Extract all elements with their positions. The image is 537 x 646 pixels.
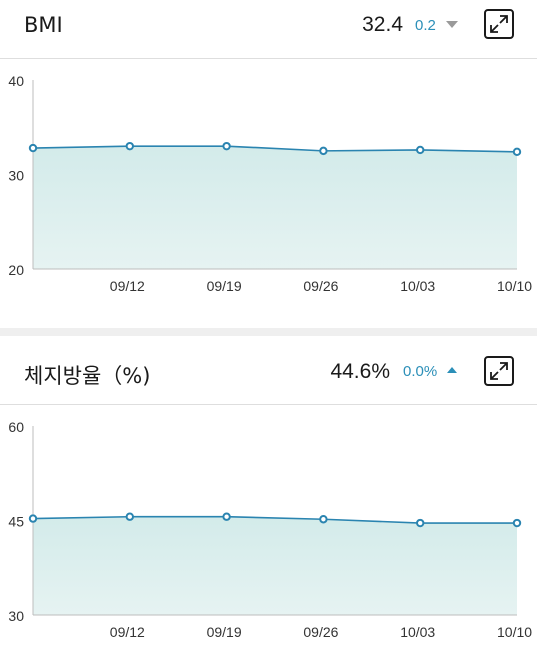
bmi-expand-button[interactable] [484,9,514,39]
bmi-x-tick-label: 10/10 [497,278,532,294]
body-fat-data-point [512,518,522,528]
bmi-data-point [416,145,425,155]
body-fat-x-tick-label: 10/03 [400,624,435,640]
body-fat-x-tick-label: 09/26 [303,624,338,640]
bmi-y-tick-label: 30 [8,168,24,184]
bmi-y-tick-label: 20 [8,262,24,278]
body-fat-data-point [28,514,38,523]
arrow-up-icon [447,367,457,373]
body-fat-x-tick-label: 09/19 [207,624,242,640]
body-fat-data-point [125,512,135,521]
body-fat-card: 체지방율（%) 44.6% 0.0% 30 45 60 09/12 09/19 09/26… [0,336,537,646]
bmi-x-tick-label: 09/26 [303,278,338,294]
body-fat-data-point [416,518,425,528]
body-fat-y-tick-label: 60 [8,419,24,435]
bmi-card: BMI 32.4 0.2 20 30 40 09/12 09/19 09/26 10/03 1… [0,0,537,294]
bmi-delta: 0.2 [415,17,436,34]
bmi-x-tick-label: 09/19 [207,278,242,294]
body-fat-data-point [222,512,231,521]
bmi-data-point [222,141,231,151]
body-fat-y-tick-label: 30 [8,608,24,624]
section-divider [0,328,537,336]
expand-icon [490,362,508,380]
bmi-x-tick-label: 10/03 [400,278,435,294]
body-fat-x-tick-label: 09/12 [110,624,145,640]
body-fat-delta: 0.0% [403,363,438,380]
expand-icon [490,15,508,33]
bmi-title: BMI [24,13,63,37]
body-fat-header: 체지방율（%) 44.6% 0.0% [0,336,537,394]
bmi-data-point [319,146,328,156]
body-fat-area [33,516,517,615]
body-fat-x-tick-label: 10/10 [497,624,532,640]
arrow-down-icon [446,21,458,28]
bmi-header: BMI 32.4 0.2 [0,0,537,58]
body-fat-expand-button[interactable] [484,356,514,386]
body-fat-chart: 30 45 60 09/12 09/19 09/26 10/03 10/10 [8,419,532,640]
bmi-data-point [512,147,522,157]
body-fat-y-tick-label: 45 [8,514,24,530]
bmi-y-tick-label: 40 [8,73,24,89]
bmi-chart: 20 30 40 09/12 09/19 09/26 10/03 10/10 [8,73,532,294]
body-fat-data-point [319,515,328,524]
body-fat-series-line [32,515,517,524]
body-fat-title: 체지방율（%) [24,364,151,388]
body-fat-value: 44.6% [330,360,390,383]
bmi-data-point [125,141,135,151]
bmi-x-tick-label: 09/12 [110,278,145,294]
bmi-value: 32.4 [362,13,403,36]
bmi-series-line [32,145,518,153]
bmi-header-divider [0,58,537,59]
bmi-area [33,146,517,269]
bmi-data-point [28,143,38,153]
body-fat-header-divider [0,404,537,405]
